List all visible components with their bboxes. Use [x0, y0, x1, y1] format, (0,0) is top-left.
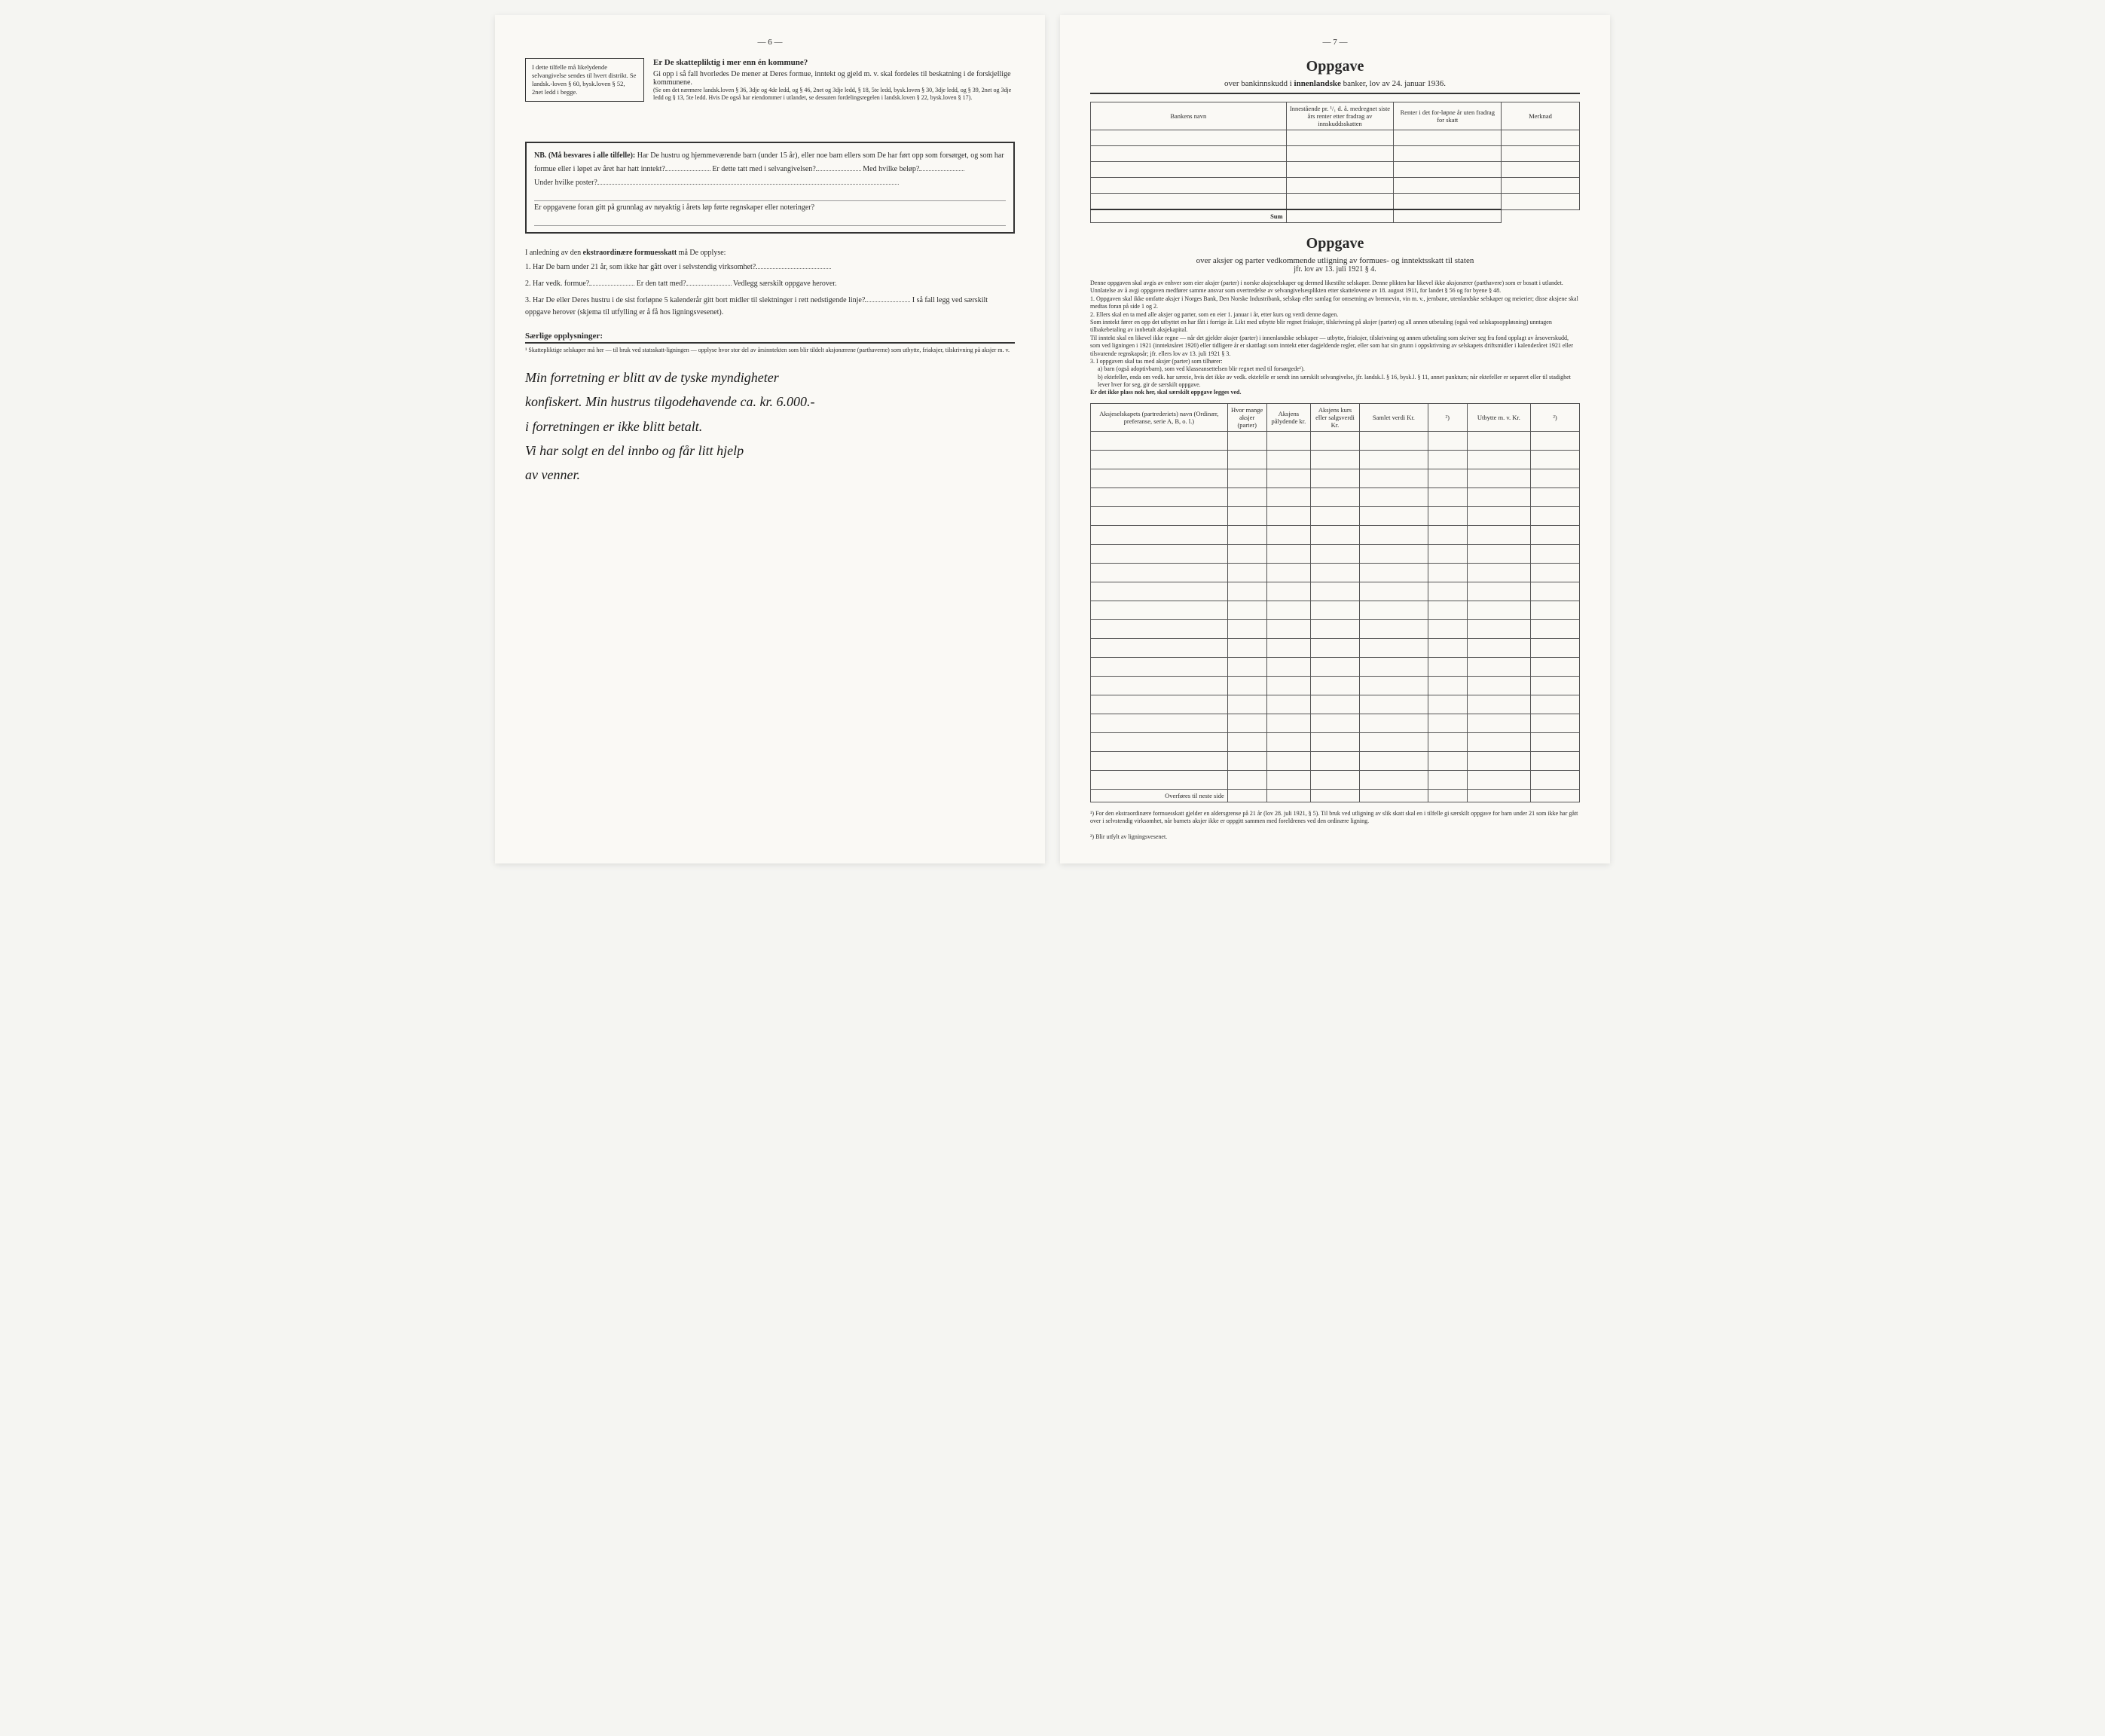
bank-col-4: Merknad	[1502, 102, 1580, 130]
page-number-6: — 6 —	[525, 38, 1015, 47]
subtitle-3: jfr. lov av 13. juli 1921 § 4.	[1090, 265, 1580, 274]
page-7: — 7 — Oppgave over bankinnskudd i innenl…	[1060, 15, 1610, 863]
subtitle-2: over aksjer og parter vedkommende utlign…	[1090, 256, 1580, 265]
special-section: Særlige opplysninger: ¹ Skattepliktige s…	[525, 332, 1015, 354]
nb-title: NB. (Må besvares i alle tilfelle):	[534, 151, 635, 160]
bank-table: Bankens navn Innestående pr. ¹/₁ d. å. m…	[1090, 102, 1580, 223]
fine-print: Denne oppgaven skal avgis av enhver som …	[1090, 280, 1580, 397]
handwritten-text: Min forretning er blitt av de tyske mynd…	[525, 365, 1015, 487]
title-2: Oppgave	[1090, 235, 1580, 252]
title-1: Oppgave	[1090, 58, 1580, 75]
share-col-3: Aksjens pålydende kr.	[1266, 403, 1310, 431]
extra-title: I anledning av den ekstraordinære formue…	[525, 249, 1015, 257]
sum-label: Sum	[1091, 209, 1287, 223]
nb-box: NB. (Må besvares i alle tilfelle): Har D…	[525, 142, 1015, 234]
item-1: 1. Har De barn under 21 år, som ikke har…	[525, 261, 1015, 274]
special-title: Særlige opplysninger:	[525, 332, 1015, 344]
share-col-8: ²)	[1531, 403, 1580, 431]
item-3: 3. Har De eller Deres hustru i de sist f…	[525, 295, 1015, 319]
nb-q3: Under hvilke poster?	[534, 179, 597, 187]
share-col-2: Hvor mange aksjer (parter)	[1227, 403, 1266, 431]
bank-col-1: Bankens navn	[1091, 102, 1287, 130]
hw-line-3: i forretningen er ikke blitt betalt.	[525, 414, 1015, 439]
footnote-2: ²) Blir utfylt av ligningsvesenet.	[1090, 833, 1580, 841]
page-number-7: — 7 —	[1090, 38, 1580, 47]
hw-line-4: Vi har solgt en del innbo og får litt hj…	[525, 439, 1015, 463]
hw-line-5: av venner.	[525, 463, 1015, 487]
bank-col-2: Innestående pr. ¹/₁ d. å. medregnet sist…	[1286, 102, 1394, 130]
hw-line-1: Min forretning er blitt av de tyske mynd…	[525, 365, 1015, 390]
subtitle-1: over bankinnskudd i innenlandske banker,…	[1090, 79, 1580, 94]
nb-q2: Med hvilke beløp?	[863, 165, 919, 173]
shares-table: Aksjeselskapets (partrederiets) navn (Or…	[1090, 403, 1580, 802]
special-note: ¹ Skattepliktige selskaper må her — til …	[525, 347, 1015, 354]
hw-line-2: konfiskert. Min hustrus tilgodehavende c…	[525, 390, 1015, 414]
share-col-6: ²)	[1428, 403, 1467, 431]
nb-q1: Er dette tatt med i selvangivelsen?	[712, 165, 815, 173]
footnote-1: ¹) For den ekstraordinære formuesskatt g…	[1090, 810, 1580, 826]
item-2: 2. Har vedk. formue? Er den tatt med? Ve…	[525, 278, 1015, 290]
side-note-box: I dette tilfelle må likelydende selvangi…	[525, 58, 644, 102]
share-col-4: Aksjens kurs eller salgsverdi Kr.	[1311, 403, 1360, 431]
share-col-5: Samlet verdi Kr.	[1359, 403, 1428, 431]
extra-section: I anledning av den ekstraordinære formue…	[525, 249, 1015, 319]
nb-q4: Er oppgavene foran gitt på grunnlag av n…	[534, 203, 814, 212]
bank-col-3: Renter i det for-løpne år uten fradrag f…	[1394, 102, 1502, 130]
share-col-1: Aksjeselskapets (partrederiets) navn (Or…	[1091, 403, 1228, 431]
share-col-7: Utbytte m. v. Kr.	[1467, 403, 1530, 431]
transfer-note: Overføres til neste side	[1091, 789, 1228, 802]
page-6: — 6 — I dette tilfelle må likelydende se…	[495, 15, 1045, 863]
